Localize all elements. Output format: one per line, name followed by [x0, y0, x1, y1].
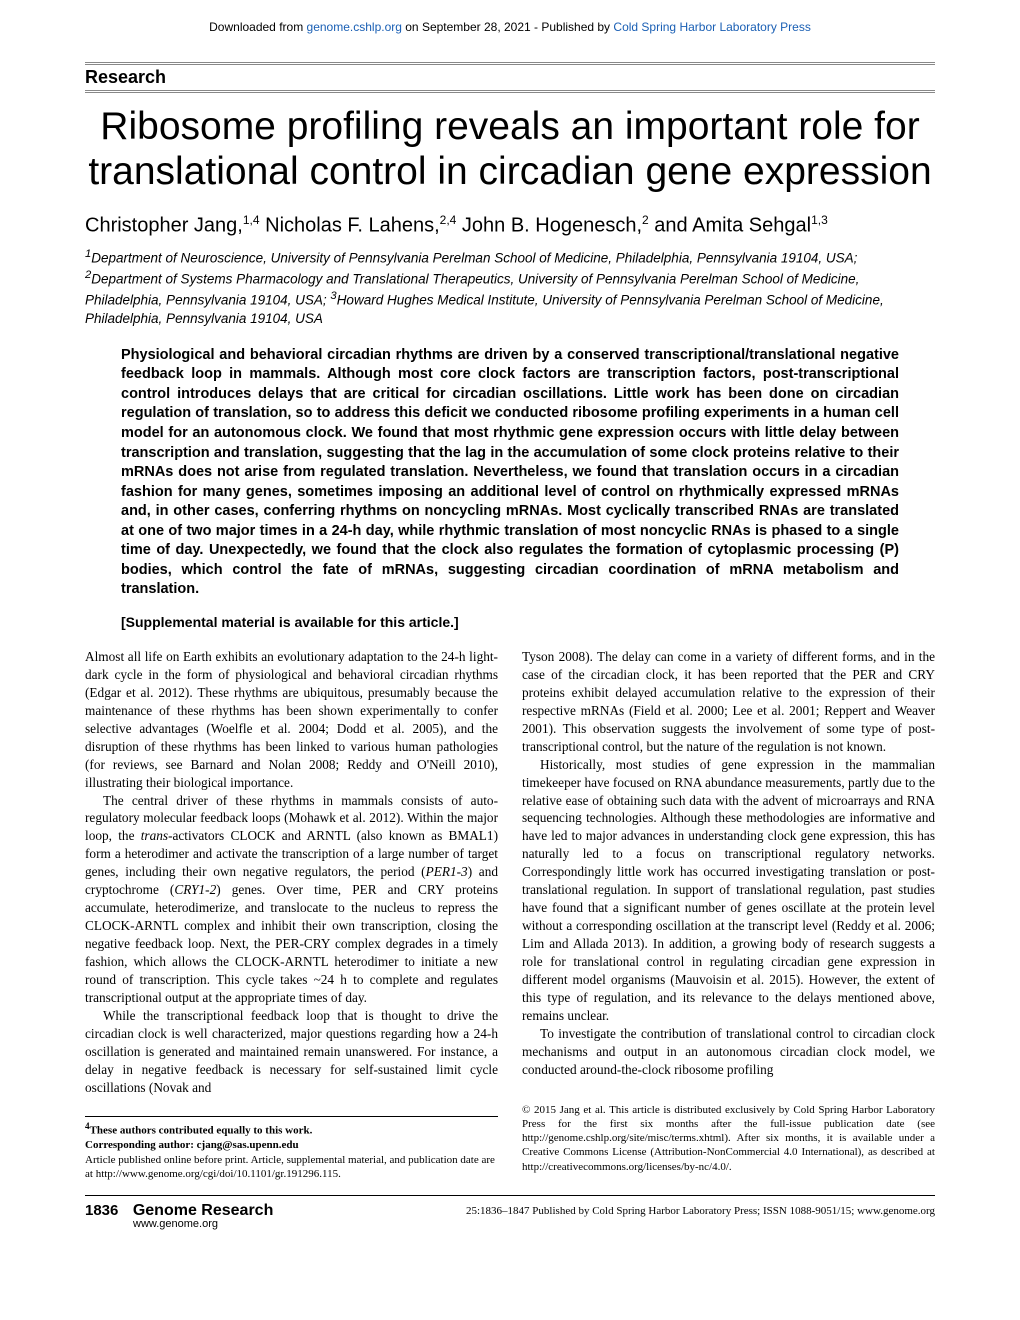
- footnote-corresponding: Corresponding author: cjang@sas.upenn.ed…: [85, 1138, 498, 1152]
- section-heading: Research: [85, 62, 935, 93]
- footnote-pubinfo: Article published online before print. A…: [85, 1153, 498, 1182]
- page-footer: 1836 Genome Research www.genome.org 25:1…: [85, 1195, 935, 1230]
- download-link-2[interactable]: Cold Spring Harbor Laboratory Press: [613, 20, 810, 34]
- footer-citation: 25:1836–1847 Published by Cold Spring Ha…: [466, 1202, 935, 1217]
- left-column: Almost all life on Earth exhibits an evo…: [85, 648, 498, 1181]
- page-number: 1836: [85, 1202, 118, 1219]
- download-link-1[interactable]: genome.cshlp.org: [307, 20, 402, 34]
- body-paragraph: Historically, most studies of gene expre…: [522, 756, 935, 1025]
- supplemental-note: [Supplemental material is available for …: [121, 614, 899, 630]
- download-prefix: Downloaded from: [209, 20, 306, 34]
- download-notice: Downloaded from genome.cshlp.org on Sept…: [85, 20, 935, 34]
- affiliations: 1Department of Neuroscience, University …: [85, 247, 935, 327]
- footnote-equal-contrib: 4These authors contributed equally to th…: [85, 1121, 498, 1138]
- footnotes-left: 4These authors contributed equally to th…: [85, 1116, 498, 1181]
- body-columns: Almost all life on Earth exhibits an evo…: [85, 648, 935, 1181]
- copyright-notice: © 2015 Jang et al. This article is distr…: [522, 1103, 935, 1174]
- body-paragraph: Almost all life on Earth exhibits an evo…: [85, 648, 498, 792]
- body-paragraph: Tyson 2008). The delay can come in a var…: [522, 648, 935, 756]
- page: Downloaded from genome.cshlp.org on Sept…: [0, 0, 1020, 1260]
- journal-name: Genome Research: [133, 1202, 274, 1219]
- abstract: Physiological and behavioral circadian r…: [121, 346, 899, 600]
- article-title: Ribosome profiling reveals an important …: [85, 105, 935, 195]
- authors: Christopher Jang,1,4 Nicholas F. Lahens,…: [85, 213, 935, 238]
- journal-url: www.genome.org: [133, 1218, 273, 1230]
- body-paragraph: While the transcriptional feedback loop …: [85, 1007, 498, 1097]
- right-column: Tyson 2008). The delay can come in a var…: [522, 648, 935, 1181]
- download-middle: on September 28, 2021 - Published by: [402, 20, 613, 34]
- body-paragraph: The central driver of these rhythms in m…: [85, 792, 498, 1007]
- body-paragraph: To investigate the contribution of trans…: [522, 1025, 935, 1079]
- footer-left: 1836 Genome Research www.genome.org: [85, 1202, 273, 1230]
